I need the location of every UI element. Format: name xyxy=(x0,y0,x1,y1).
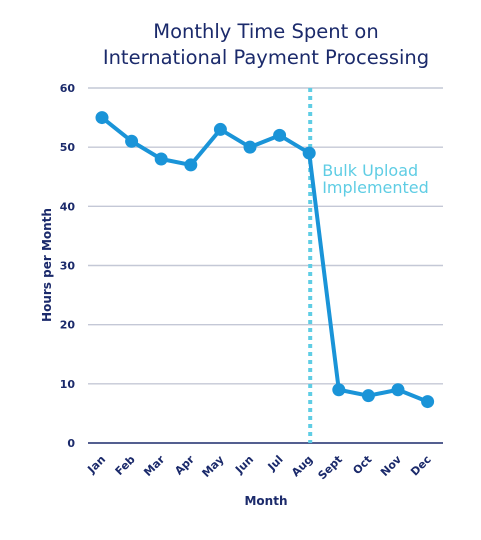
data-point xyxy=(361,389,375,403)
annotation-text-line-1: Bulk Upload xyxy=(322,161,418,180)
y-tick-label: 50 xyxy=(60,141,76,154)
x-axis-label: Month xyxy=(244,494,287,508)
y-tick-label: 60 xyxy=(60,82,76,95)
y-axis-ticks: 0 10 20 30 40 50 60 xyxy=(60,82,76,450)
x-tick-label: May xyxy=(200,453,227,480)
data-series xyxy=(95,111,435,409)
data-point xyxy=(391,383,405,397)
data-point xyxy=(213,122,227,136)
data-point xyxy=(421,395,435,409)
y-tick-label: 40 xyxy=(60,200,76,213)
annotation-text-line-2: Implemented xyxy=(322,178,429,197)
x-tick-label: Jul xyxy=(265,453,286,474)
x-tick-label: Apr xyxy=(172,453,197,478)
y-tick-label: 0 xyxy=(67,437,75,450)
chart-title-line-1: Monthly Time Spent on xyxy=(153,20,378,43)
y-axis-label: Hours per Month xyxy=(40,208,54,322)
x-tick-label: Jun xyxy=(232,453,256,477)
grid-lines xyxy=(88,87,443,444)
x-tick-label: Feb xyxy=(113,453,138,478)
y-tick-label: 30 xyxy=(60,260,76,273)
data-point xyxy=(332,383,346,397)
data-point xyxy=(243,140,257,154)
x-tick-label: Aug xyxy=(289,453,315,479)
data-point xyxy=(95,111,109,125)
data-point xyxy=(273,128,287,142)
x-tick-label: Nov xyxy=(378,452,405,479)
x-tick-label: Jan xyxy=(85,453,109,477)
chart-title-line-2: International Payment Processing xyxy=(103,46,429,69)
data-point xyxy=(184,158,198,172)
chart-title: Monthly Time Spent on International Paym… xyxy=(103,20,429,69)
data-point xyxy=(125,134,139,148)
x-tick-label: Sept xyxy=(316,453,345,482)
data-point xyxy=(154,152,168,166)
x-tick-label: Oct xyxy=(350,453,374,477)
data-point xyxy=(302,146,316,160)
x-tick-label: Dec xyxy=(408,453,434,479)
x-tick-label: Mar xyxy=(141,453,167,479)
x-axis-ticks: Jan Feb Mar Apr May Jun Jul Aug Sept Oct Nov Dec xyxy=(85,452,434,482)
y-tick-label: 10 xyxy=(60,378,76,391)
y-tick-label: 20 xyxy=(60,319,76,332)
